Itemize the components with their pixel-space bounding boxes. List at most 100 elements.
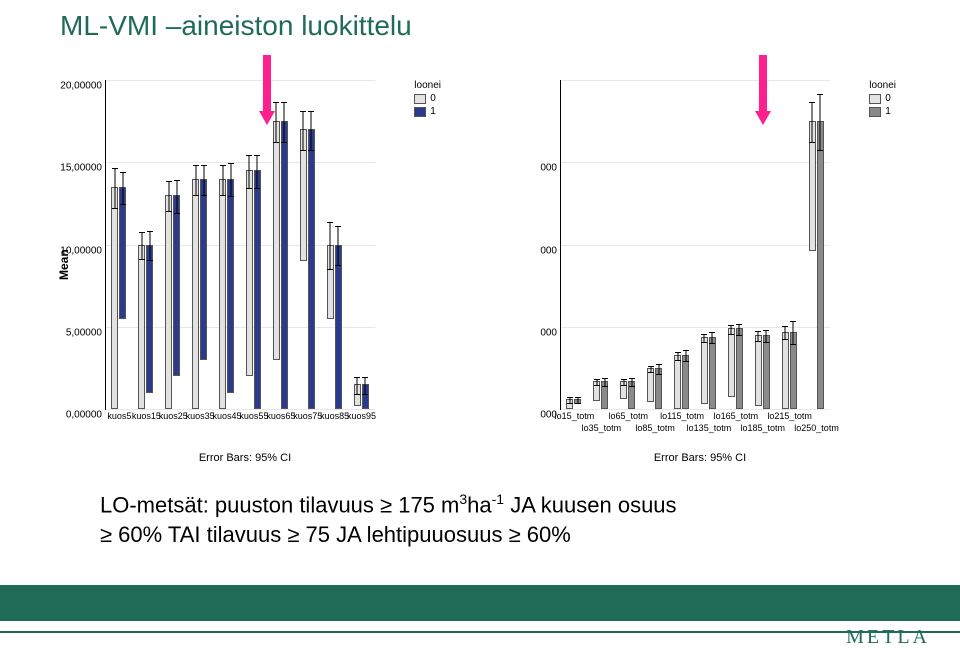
error-cap-icon: [201, 165, 207, 166]
error-cap-icon: [594, 379, 600, 380]
bar: [173, 195, 180, 376]
error-cap-icon: [228, 196, 234, 197]
bar: [566, 399, 573, 409]
error-cap-icon: [112, 168, 118, 169]
error-cap-icon: [362, 377, 368, 378]
error-cap-icon: [362, 394, 368, 395]
xtick-label: lo185_totm: [740, 423, 785, 433]
error-cap-icon: [220, 165, 226, 166]
error-cap-icon: [327, 269, 333, 270]
error-cap-icon: [763, 342, 769, 343]
error-bar: [257, 155, 258, 188]
arrow-icon: [755, 55, 769, 125]
error-cap-icon: [621, 379, 627, 380]
bar: [601, 381, 608, 409]
xtick-label: kuos5: [107, 411, 131, 421]
bar: [192, 179, 199, 409]
error-bar: [168, 181, 169, 211]
gridline: [561, 409, 830, 410]
error-cap-icon: [683, 361, 689, 362]
bar: [682, 355, 689, 409]
bar: [165, 195, 172, 409]
bar-group: [647, 368, 662, 409]
error-cap-icon: [790, 321, 796, 322]
legend-label-0: 0: [885, 93, 891, 104]
error-bar: [303, 111, 304, 150]
error-cap-icon: [782, 339, 788, 340]
error-bar: [195, 165, 196, 195]
error-bar: [357, 377, 358, 393]
error-cap-icon: [728, 334, 734, 335]
error-cap-icon: [648, 372, 654, 373]
sup-neg1: -1: [492, 491, 504, 507]
left-legend: loonei 0 1: [414, 80, 441, 119]
error-bar: [176, 180, 177, 213]
bar: [335, 245, 342, 410]
xtick-label: lo135_totm: [687, 423, 732, 433]
bar-group: [111, 187, 126, 409]
classification-caption: LO-metsät: puuston tilavuus ≥ 175 m3ha-1…: [100, 490, 677, 550]
bar: [755, 335, 762, 406]
bar: [574, 399, 581, 404]
xtick-label: kuos55: [239, 411, 268, 421]
xtick-label: lo85_totm: [635, 423, 675, 433]
error-cap-icon: [246, 188, 252, 189]
error-bar: [604, 378, 605, 386]
error-cap-icon: [575, 397, 581, 398]
gridline: [561, 327, 830, 328]
error-bar: [222, 165, 223, 195]
right-chart: 000000000000lo15_totmlo35_totmlo65_totml…: [500, 70, 900, 470]
bar-group: [620, 381, 635, 409]
error-bar: [284, 102, 285, 141]
gridline: [106, 409, 375, 410]
error-bar: [677, 352, 678, 360]
right-error-caption: Error Bars: 95% CI: [500, 452, 900, 464]
caption-line1c: JA kuusen osuus: [504, 492, 676, 517]
bar-group: [300, 129, 315, 409]
error-bar: [739, 324, 740, 336]
xtick-label: lo165_totm: [714, 411, 759, 421]
error-bar: [820, 94, 821, 150]
error-cap-icon: [736, 335, 742, 336]
ytick-label: 000: [540, 245, 561, 256]
error-bar: [766, 330, 767, 342]
swatch-0-icon: [414, 94, 426, 104]
ytick-label: 15,00000: [60, 163, 106, 174]
error-bar: [712, 332, 713, 344]
bar-group: [593, 381, 608, 409]
error-cap-icon: [567, 403, 573, 404]
bar: [281, 121, 288, 409]
error-cap-icon: [254, 155, 260, 156]
bar: [763, 335, 770, 409]
bar: [300, 129, 307, 261]
error-cap-icon: [139, 232, 145, 233]
error-cap-icon: [273, 102, 279, 103]
error-cap-icon: [327, 222, 333, 223]
error-cap-icon: [809, 102, 815, 103]
swatch-1-icon: [869, 107, 881, 117]
left-chart: 0,000005,0000010,0000015,0000020,00000ku…: [45, 70, 445, 470]
error-cap-icon: [308, 150, 314, 151]
legend-label-0: 0: [430, 93, 436, 104]
bar: [200, 179, 207, 360]
sup-3: 3: [459, 491, 467, 507]
error-bar: [276, 102, 277, 141]
error-cap-icon: [709, 343, 715, 344]
bar: [593, 381, 600, 401]
xtick-label: lo65_totm: [608, 411, 648, 421]
caption-line2: ≥ 60% TAI tilavuus ≥ 75 JA lehtipuuosuus…: [100, 522, 571, 547]
footer-bar: [0, 585, 960, 621]
xtick-label: lo15_totm: [555, 411, 595, 421]
bar: [701, 337, 708, 404]
error-cap-icon: [621, 385, 627, 386]
error-bar: [249, 155, 250, 188]
error-cap-icon: [193, 195, 199, 196]
footer-line: [0, 631, 960, 633]
error-cap-icon: [273, 142, 279, 143]
xtick-label: kuos95: [347, 411, 376, 421]
error-cap-icon: [575, 403, 581, 404]
gridline: [561, 162, 830, 163]
error-cap-icon: [147, 231, 153, 232]
bar: [219, 179, 226, 409]
bar: [308, 129, 315, 409]
